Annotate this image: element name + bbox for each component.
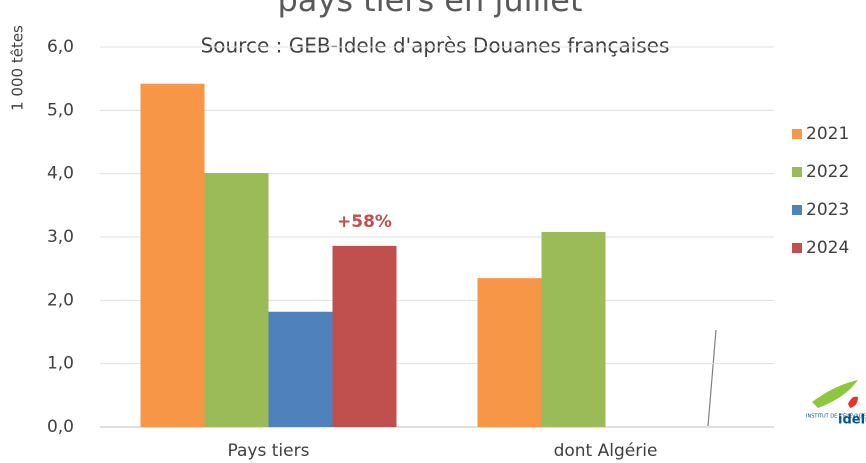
logo-drop bbox=[848, 396, 858, 408]
legend-swatch bbox=[792, 205, 802, 215]
legend-swatch bbox=[792, 129, 802, 139]
x-tick-label: dont Algérie bbox=[554, 441, 658, 461]
bar bbox=[140, 83, 205, 427]
legend-label: 2021 bbox=[806, 124, 849, 144]
logo-swoosh bbox=[812, 380, 858, 408]
bar bbox=[204, 173, 269, 427]
legend-label: 2022 bbox=[806, 162, 849, 182]
chart-subtitle: Source : GEB-Idele d'après Douanes franç… bbox=[201, 34, 670, 58]
chart-title: pays tiers en juillet bbox=[277, 0, 582, 19]
legend-label: 2024 bbox=[806, 238, 849, 258]
y-tick-label: 5,0 bbox=[47, 100, 74, 120]
logo-name: idele bbox=[838, 413, 866, 428]
y-tick-label: 6,0 bbox=[47, 37, 74, 57]
bar bbox=[268, 311, 333, 427]
annotation: +58% bbox=[337, 212, 392, 232]
legend-swatch bbox=[792, 243, 802, 253]
bar bbox=[332, 245, 397, 427]
y-tick-label: 1,0 bbox=[47, 354, 74, 374]
logo: INSTITUT DE L'ÉLEVAGE idele bbox=[806, 380, 866, 428]
decor-line bbox=[707, 329, 717, 427]
y-axis-label: 1 000 têtes bbox=[9, 25, 27, 111]
logo-text: INSTITUT DE L'ÉLEVAGE bbox=[806, 412, 866, 420]
y-tick-label: 0,0 bbox=[47, 417, 74, 437]
y-tick-label: 2,0 bbox=[47, 290, 74, 310]
legend-swatch bbox=[792, 167, 802, 177]
bar bbox=[477, 278, 542, 427]
x-tick-label: Pays tiers bbox=[228, 441, 310, 461]
bar bbox=[541, 231, 606, 427]
y-tick-label: 4,0 bbox=[47, 164, 74, 184]
legend-label: 2023 bbox=[806, 200, 849, 220]
y-tick-label: 3,0 bbox=[47, 227, 74, 247]
